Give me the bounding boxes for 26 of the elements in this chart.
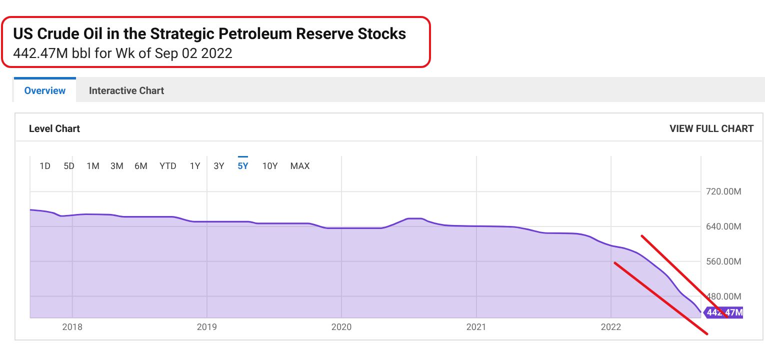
text: Interactive Chart [89,86,165,97]
annotation: 1Y [190,162,201,172]
annotation: 5Y [238,162,249,172]
annotation: 6M [134,162,148,172]
text: Level Chart [29,124,81,135]
x-tick-label: 2022 [600,323,622,333]
annotation: MAX [290,162,310,172]
chart-subtitle: 442.47M bbl for Wk of Sep 02 2022 [13,46,233,62]
text: Overview [24,86,66,97]
annotation: 1D [40,162,51,172]
text: VIEW FULL CHART [670,124,754,135]
y-tick-label: 480.00M [706,292,742,302]
y-tick-label: 720.00M [706,188,742,198]
annotation: 1M [86,162,100,172]
x-tick-label: 2018 [62,323,83,333]
x-tick-label: 2019 [196,323,218,333]
annotation: YTD [160,162,176,172]
chart-title: US Crude Oil in the Strategic Petroleum Reserve Stocks [13,24,406,43]
x-tick-label: 2021 [466,323,487,333]
annotation: 5D [64,162,75,172]
y-tick-label: 560.00M [706,257,742,268]
annotation: 3Y [214,162,225,172]
annotation: 10Y [262,162,278,172]
x-tick-label: 2020 [331,323,352,333]
y-tick-label: 640.00M [706,222,742,233]
annotation: 3M [110,162,124,172]
